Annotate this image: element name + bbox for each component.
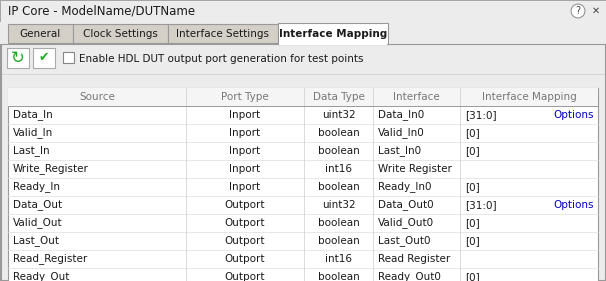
Text: Valid_Out0: Valid_Out0	[378, 217, 434, 228]
Text: Source: Source	[79, 92, 115, 102]
Text: ↻: ↻	[11, 49, 25, 67]
Text: Inport: Inport	[230, 128, 261, 138]
Text: Inport: Inport	[230, 182, 261, 192]
Text: [0]: [0]	[465, 272, 480, 281]
Bar	[1, 44, 605, 280]
Text: [31:0]: [31:0]	[465, 110, 497, 120]
Bar	[8, 88, 598, 106]
Bar	[279, 42, 387, 45]
Text: Outport: Outport	[225, 236, 265, 246]
Text: Enable HDL DUT output port generation for test points: Enable HDL DUT output port generation fo…	[79, 54, 364, 64]
Text: Ready_Out0: Ready_Out0	[378, 271, 441, 281]
Bar	[0, 0, 606, 22]
Text: Port Type: Port Type	[221, 92, 269, 102]
Text: Inport: Inport	[230, 146, 261, 156]
Text: uint32: uint32	[322, 200, 355, 210]
Text: Interface Settings: Interface Settings	[176, 29, 270, 39]
Text: IP Core - ModelName/DUTName: IP Core - ModelName/DUTName	[8, 4, 195, 17]
Text: [0]: [0]	[465, 146, 480, 156]
Text: Inport: Inport	[230, 164, 261, 174]
Text: Clock Settings: Clock Settings	[83, 29, 158, 39]
Text: Outport: Outport	[225, 200, 265, 210]
Text: Data_In: Data_In	[13, 110, 53, 121]
FancyBboxPatch shape	[8, 24, 73, 43]
Text: Ready_In0: Ready_In0	[378, 182, 431, 192]
Text: [0]: [0]	[465, 128, 480, 138]
Text: [0]: [0]	[465, 182, 480, 192]
Text: Data_Out: Data_Out	[13, 200, 62, 210]
Text: Data Type: Data Type	[313, 92, 364, 102]
Text: Write_Register: Write_Register	[13, 164, 89, 175]
Text: Inport: Inport	[230, 110, 261, 120]
Text: boolean: boolean	[318, 182, 359, 192]
Bar	[8, 88, 598, 281]
Text: int16: int16	[325, 254, 352, 264]
Text: [0]: [0]	[465, 236, 480, 246]
Bar	[33, 48, 55, 68]
Bar	[0, 22, 606, 44]
Text: Outport: Outport	[225, 218, 265, 228]
Text: Data_Out0: Data_Out0	[378, 200, 434, 210]
Bar	[7, 48, 29, 68]
Text: Write Register: Write Register	[378, 164, 452, 174]
Text: boolean: boolean	[318, 218, 359, 228]
Text: Valid_Out: Valid_Out	[13, 217, 62, 228]
Text: Interface: Interface	[393, 92, 440, 102]
Text: Read Register: Read Register	[378, 254, 450, 264]
Text: Valid_In: Valid_In	[13, 128, 53, 139]
Text: int16: int16	[325, 164, 352, 174]
Text: Outport: Outport	[225, 272, 265, 281]
Text: boolean: boolean	[318, 272, 359, 281]
Text: ✕: ✕	[592, 6, 600, 16]
Text: Last_Out: Last_Out	[13, 235, 59, 246]
Text: Last_In: Last_In	[13, 146, 50, 157]
Text: boolean: boolean	[318, 146, 359, 156]
Text: Interface Mapping: Interface Mapping	[482, 92, 576, 102]
Text: Ready_In: Ready_In	[13, 182, 60, 192]
Text: Options: Options	[553, 110, 594, 120]
FancyBboxPatch shape	[278, 23, 388, 44]
Text: Options: Options	[553, 200, 594, 210]
Text: boolean: boolean	[318, 236, 359, 246]
Text: [31:0]: [31:0]	[465, 200, 497, 210]
Text: boolean: boolean	[318, 128, 359, 138]
Bar	[63, 52, 74, 63]
Text: ✔: ✔	[39, 51, 49, 65]
Text: General: General	[20, 29, 61, 39]
FancyBboxPatch shape	[73, 24, 168, 43]
Text: ?: ?	[576, 6, 581, 16]
Text: Last_In0: Last_In0	[378, 146, 421, 157]
FancyBboxPatch shape	[168, 24, 278, 43]
Text: Ready_Out: Ready_Out	[13, 271, 69, 281]
Text: Valid_In0: Valid_In0	[378, 128, 425, 139]
Text: Interface Mapping: Interface Mapping	[279, 29, 387, 39]
Text: Data_In0: Data_In0	[378, 110, 424, 121]
Text: Read_Register: Read_Register	[13, 253, 87, 264]
Text: Last_Out0: Last_Out0	[378, 235, 430, 246]
Text: Outport: Outport	[225, 254, 265, 264]
Text: [0]: [0]	[465, 218, 480, 228]
Text: uint32: uint32	[322, 110, 355, 120]
